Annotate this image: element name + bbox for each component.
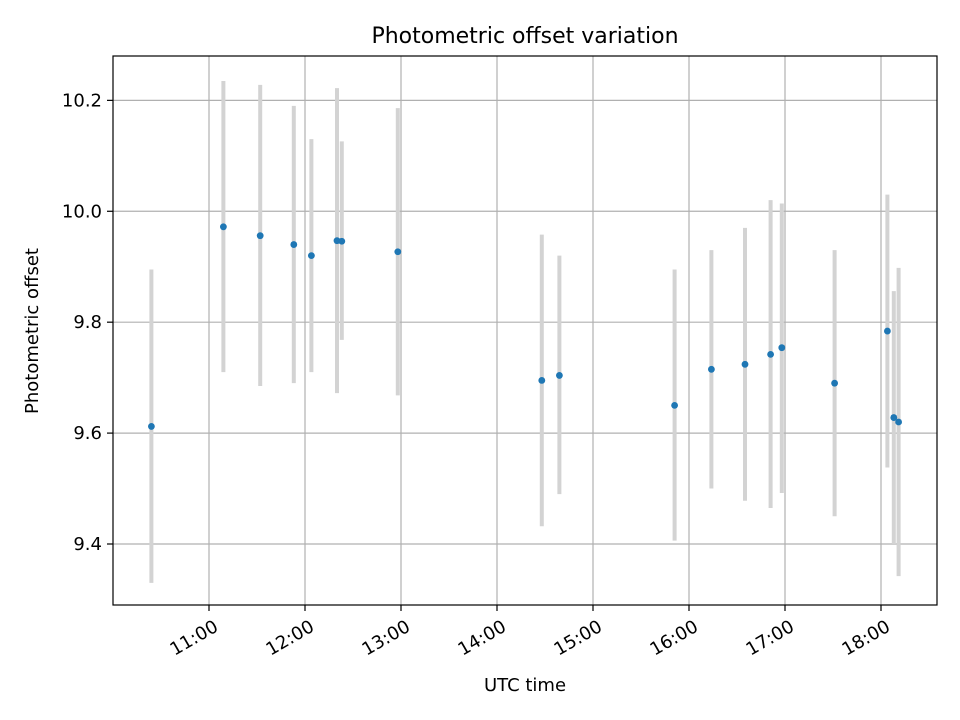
y-tick-label: 9.8 [73, 312, 102, 333]
data-point [895, 418, 902, 426]
data-point [778, 344, 786, 352]
grid [113, 56, 937, 605]
data-point [671, 401, 678, 409]
y-tick-label: 10.0 [62, 201, 102, 222]
data-point [884, 327, 891, 335]
x-tick-label: 14:00 [454, 616, 509, 660]
x-tick-label: 15:00 [550, 616, 605, 660]
x-axis-label: UTC time [484, 675, 566, 696]
data-point [290, 241, 298, 248]
data-point [767, 350, 774, 358]
data-point [148, 423, 155, 430]
data-point [890, 414, 898, 421]
data-point [308, 252, 315, 260]
data-point [538, 377, 546, 384]
data-points [148, 223, 902, 430]
data-point [220, 223, 227, 231]
x-axis-ticks: 11:00 12:00 13:00 14:00 15:00 16:00 17:00 18:00 [166, 605, 894, 660]
data-point [256, 232, 264, 240]
y-axis-label: Photometric offset [22, 248, 43, 414]
error-bars [149, 80, 901, 583]
data-point [741, 360, 749, 368]
x-tick-label: 18:00 [838, 616, 893, 660]
y-tick-label: 10.2 [62, 90, 102, 111]
y-tick-label: 9.4 [73, 534, 102, 555]
x-tick-label: 16:00 [646, 616, 701, 660]
data-point [708, 365, 715, 373]
data-point [556, 372, 563, 379]
x-tick-label: 13:00 [358, 616, 413, 660]
data-point [394, 248, 402, 256]
data-point [338, 237, 346, 245]
x-tick-label: 17:00 [742, 616, 797, 660]
chart-title: Photometric offset variation [371, 24, 678, 49]
y-tick-label: 9.6 [73, 423, 102, 444]
y-axis-ticks: 9.4 9.6 9.8 10.0 10.2 [62, 90, 113, 555]
x-tick-label: 12:00 [262, 616, 317, 660]
data-point [831, 379, 838, 387]
plot-frame [112, 55, 938, 606]
x-tick-label: 11:00 [166, 616, 221, 660]
